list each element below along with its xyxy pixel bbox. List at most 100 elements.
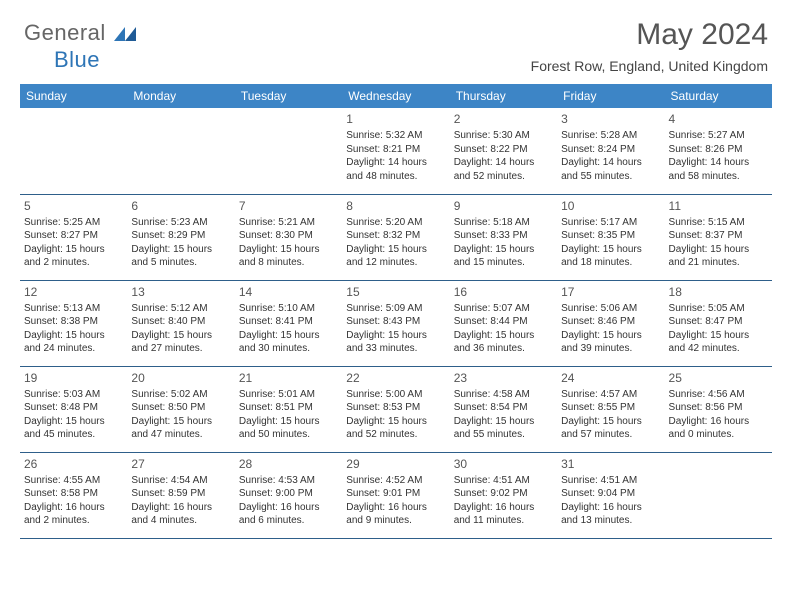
calendar-day-cell: 14Sunrise: 5:10 AMSunset: 8:41 PMDayligh… [235,280,342,366]
day-number: 28 [239,456,338,472]
daylight-line-2: and 48 minutes. [346,170,445,184]
daylight-line-2: and 45 minutes. [24,428,123,442]
daylight-line-1: Daylight: 14 hours [669,156,768,170]
calendar-day-cell: 26Sunrise: 4:55 AMSunset: 8:58 PMDayligh… [20,452,127,538]
sunset-line: Sunset: 8:50 PM [131,401,230,415]
day-number: 30 [454,456,553,472]
calendar-container: SundayMondayTuesdayWednesdayThursdayFrid… [0,84,792,539]
calendar-day-cell: 28Sunrise: 4:53 AMSunset: 9:00 PMDayligh… [235,452,342,538]
daylight-line-1: Daylight: 15 hours [669,329,768,343]
day-number: 5 [24,198,123,214]
sunrise-line: Sunrise: 5:07 AM [454,302,553,316]
sunrise-line: Sunrise: 4:52 AM [346,474,445,488]
calendar-week-row: 12Sunrise: 5:13 AMSunset: 8:38 PMDayligh… [20,280,772,366]
day-number: 10 [561,198,660,214]
sunrise-line: Sunrise: 5:17 AM [561,216,660,230]
day-number: 31 [561,456,660,472]
sunrise-line: Sunrise: 4:58 AM [454,388,553,402]
calendar-day-cell: 24Sunrise: 4:57 AMSunset: 8:55 PMDayligh… [557,366,664,452]
sunrise-line: Sunrise: 5:10 AM [239,302,338,316]
daylight-line-1: Daylight: 14 hours [346,156,445,170]
day-header: Wednesday [342,84,449,108]
day-number: 19 [24,370,123,386]
sunset-line: Sunset: 9:02 PM [454,487,553,501]
calendar-day-cell: 4Sunrise: 5:27 AMSunset: 8:26 PMDaylight… [665,108,772,194]
day-number: 14 [239,284,338,300]
daylight-line-1: Daylight: 15 hours [239,415,338,429]
sunset-line: Sunset: 9:01 PM [346,487,445,501]
daylight-line-1: Daylight: 15 hours [454,243,553,257]
sunrise-line: Sunrise: 4:53 AM [239,474,338,488]
daylight-line-1: Daylight: 15 hours [561,329,660,343]
daylight-line-1: Daylight: 16 hours [669,415,768,429]
sunset-line: Sunset: 8:51 PM [239,401,338,415]
daylight-line-1: Daylight: 15 hours [561,415,660,429]
day-number: 17 [561,284,660,300]
header: General Blue May 2024 Forest Row, Englan… [0,0,792,84]
sunrise-line: Sunrise: 5:09 AM [346,302,445,316]
sunset-line: Sunset: 8:32 PM [346,229,445,243]
daylight-line-2: and 15 minutes. [454,256,553,270]
day-number: 13 [131,284,230,300]
sunrise-line: Sunrise: 5:28 AM [561,129,660,143]
daylight-line-1: Daylight: 15 hours [454,329,553,343]
calendar-day-cell: 19Sunrise: 5:03 AMSunset: 8:48 PMDayligh… [20,366,127,452]
sunset-line: Sunset: 8:46 PM [561,315,660,329]
daylight-line-1: Daylight: 15 hours [239,243,338,257]
calendar-day-cell: 7Sunrise: 5:21 AMSunset: 8:30 PMDaylight… [235,194,342,280]
daylight-line-2: and 2 minutes. [24,256,123,270]
daylight-line-2: and 55 minutes. [454,428,553,442]
calendar-day-cell: 1Sunrise: 5:32 AMSunset: 8:21 PMDaylight… [342,108,449,194]
sunset-line: Sunset: 8:44 PM [454,315,553,329]
daylight-line-2: and 13 minutes. [561,514,660,528]
sunrise-line: Sunrise: 5:02 AM [131,388,230,402]
day-number: 3 [561,111,660,127]
calendar-day-cell: 8Sunrise: 5:20 AMSunset: 8:32 PMDaylight… [342,194,449,280]
daylight-line-2: and 39 minutes. [561,342,660,356]
sunset-line: Sunset: 8:29 PM [131,229,230,243]
sunset-line: Sunset: 8:59 PM [131,487,230,501]
daylight-line-2: and 36 minutes. [454,342,553,356]
daylight-line-1: Daylight: 15 hours [669,243,768,257]
day-number: 20 [131,370,230,386]
day-number: 1 [346,111,445,127]
sunset-line: Sunset: 8:26 PM [669,143,768,157]
sunrise-line: Sunrise: 5:32 AM [346,129,445,143]
sunrise-line: Sunrise: 5:21 AM [239,216,338,230]
calendar-body: 1Sunrise: 5:32 AMSunset: 8:21 PMDaylight… [20,108,772,538]
daylight-line-2: and 2 minutes. [24,514,123,528]
calendar-week-row: 26Sunrise: 4:55 AMSunset: 8:58 PMDayligh… [20,452,772,538]
day-header: Monday [127,84,234,108]
daylight-line-1: Daylight: 15 hours [24,415,123,429]
calendar-day-cell: 3Sunrise: 5:28 AMSunset: 8:24 PMDaylight… [557,108,664,194]
calendar-table: SundayMondayTuesdayWednesdayThursdayFrid… [20,84,772,539]
sunrise-line: Sunrise: 5:12 AM [131,302,230,316]
calendar-day-cell: 15Sunrise: 5:09 AMSunset: 8:43 PMDayligh… [342,280,449,366]
day-number: 18 [669,284,768,300]
calendar-day-cell: 16Sunrise: 5:07 AMSunset: 8:44 PMDayligh… [450,280,557,366]
daylight-line-2: and 55 minutes. [561,170,660,184]
daylight-line-2: and 24 minutes. [24,342,123,356]
daylight-line-1: Daylight: 15 hours [131,243,230,257]
sunset-line: Sunset: 8:47 PM [669,315,768,329]
daylight-line-1: Daylight: 16 hours [454,501,553,515]
calendar-day-cell: 27Sunrise: 4:54 AMSunset: 8:59 PMDayligh… [127,452,234,538]
day-number: 2 [454,111,553,127]
sunset-line: Sunset: 9:04 PM [561,487,660,501]
day-header: Friday [557,84,664,108]
sunrise-line: Sunrise: 4:51 AM [454,474,553,488]
sunset-line: Sunset: 8:33 PM [454,229,553,243]
calendar-head: SundayMondayTuesdayWednesdayThursdayFrid… [20,84,772,108]
sunrise-line: Sunrise: 5:23 AM [131,216,230,230]
day-number: 12 [24,284,123,300]
sunset-line: Sunset: 9:00 PM [239,487,338,501]
daylight-line-2: and 52 minutes. [346,428,445,442]
day-number: 15 [346,284,445,300]
daylight-line-2: and 27 minutes. [131,342,230,356]
sunrise-line: Sunrise: 5:15 AM [669,216,768,230]
daylight-line-1: Daylight: 15 hours [561,243,660,257]
calendar-week-row: 5Sunrise: 5:25 AMSunset: 8:27 PMDaylight… [20,194,772,280]
sunrise-line: Sunrise: 4:55 AM [24,474,123,488]
sunrise-line: Sunrise: 5:03 AM [24,388,123,402]
calendar-day-cell: 11Sunrise: 5:15 AMSunset: 8:37 PMDayligh… [665,194,772,280]
